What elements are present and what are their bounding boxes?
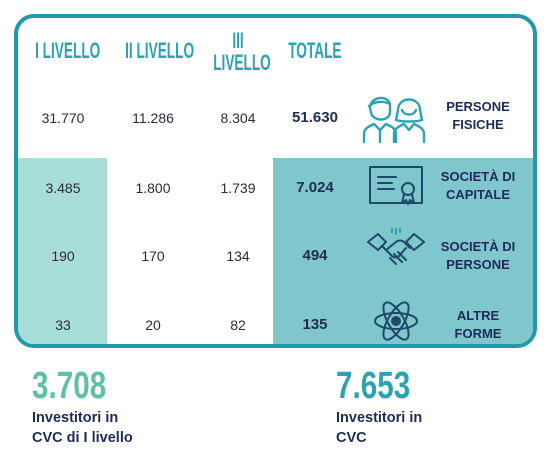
first-level-investors-value: 3.708 — [32, 365, 107, 407]
header-total: TOTALE — [288, 38, 342, 63]
row-societa-capitale-level-2: 1.800 — [135, 180, 171, 196]
header-level-1: I LIVELLO — [35, 38, 101, 63]
total-investors-value: 7.653 — [336, 365, 411, 407]
row-persone-fisiche-label-line1: PERSONE — [446, 99, 510, 114]
row-societa-persone-label-line2: PERSONE — [446, 257, 510, 272]
row-societa-capitale-label-line2: CAPITALE — [445, 187, 511, 202]
row-persone-fisiche-level-2: 11.286 — [132, 110, 174, 126]
total-investors-caption-line1: Investitori in — [336, 410, 423, 426]
row-societa-persone-level-3: 134 — [226, 248, 250, 264]
row-altre-forme-total: 135 — [302, 316, 328, 333]
row-societa-capitale-label-line1: SOCIETÀ DI — [440, 169, 516, 184]
header-level-3-line1: III — [232, 28, 244, 53]
certificate-icon — [368, 163, 424, 209]
row-altre-forme-level-3: 82 — [230, 317, 246, 333]
first-level-highlight-band — [18, 158, 107, 344]
header-level-2: II LIVELLO — [125, 38, 195, 63]
first-level-investors-caption-line1: Investitori in — [32, 410, 119, 426]
row-societa-capitale-level-1: 3.485 — [45, 180, 81, 196]
row-altre-forme-label-line1: ALTRE — [456, 308, 500, 323]
row-persone-fisiche-level-1: 31.770 — [41, 110, 85, 126]
row-societa-persone-level-1: 190 — [51, 248, 75, 264]
row-societa-persone-label-line1: SOCIETÀ DI — [440, 239, 516, 254]
first-level-investors-caption-line2: CVC di I livello — [32, 430, 133, 446]
row-societa-capitale-total: 7.024 — [296, 179, 334, 196]
row-societa-persone-level-2: 170 — [141, 248, 165, 264]
row-societa-capitale-level-3: 1.739 — [220, 180, 256, 196]
handshake-icon — [366, 228, 426, 278]
row-altre-forme-level-2: 20 — [145, 317, 161, 333]
stats-table: I LIVELLO II LIVELLO III LIVELLO TOTALE … — [14, 14, 537, 348]
row-societa-persone-total: 494 — [302, 247, 328, 264]
header-level-3-line2: LIVELLO — [213, 50, 271, 75]
row-altre-forme-label-line2: FORME — [454, 326, 502, 341]
people-icon — [360, 90, 430, 144]
row-persone-fisiche-level-3: 8.304 — [220, 110, 256, 126]
total-investors-caption-line2: CVC — [336, 430, 367, 446]
row-persone-fisiche-total: 51.630 — [292, 109, 338, 126]
row-persone-fisiche-label-line2: FISICHE — [452, 117, 504, 132]
atom-icon — [372, 298, 420, 344]
row-altre-forme-level-1: 33 — [55, 317, 71, 333]
